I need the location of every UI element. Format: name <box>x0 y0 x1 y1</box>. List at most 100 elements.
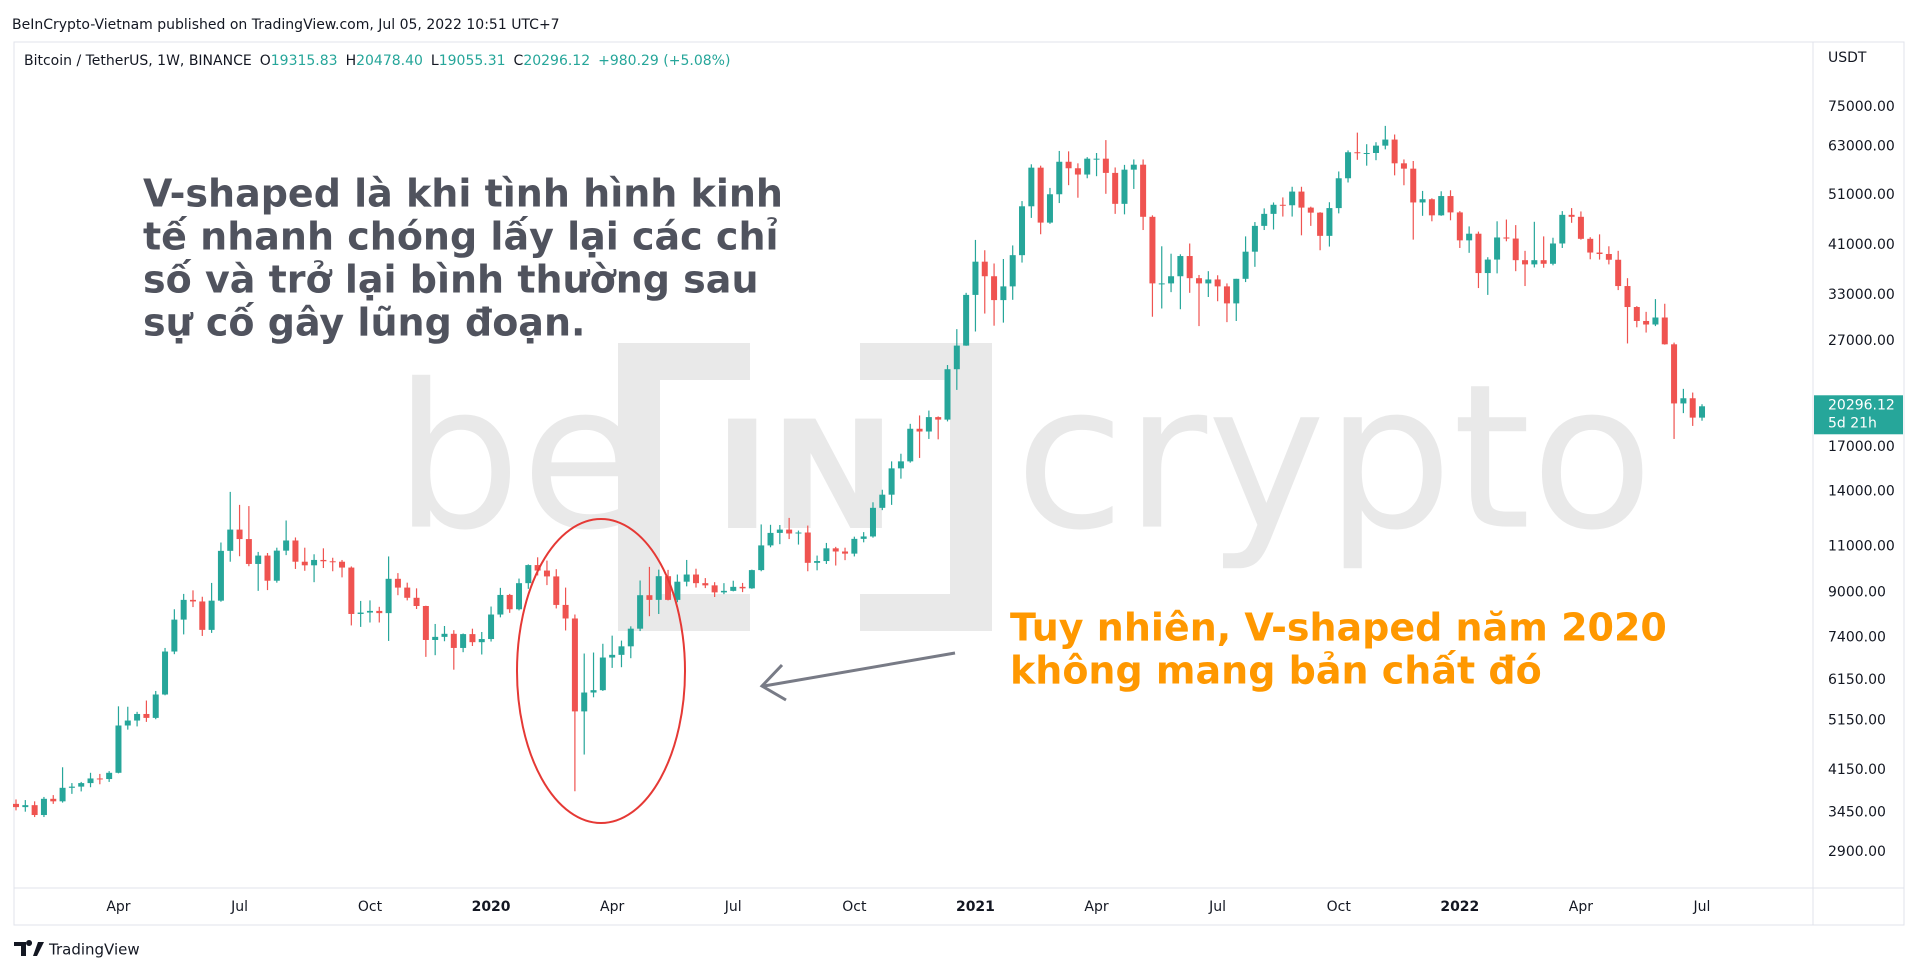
candle-body <box>1112 172 1119 204</box>
candle-body <box>1186 256 1193 279</box>
candle-body <box>78 783 85 787</box>
legend-part: 20296.12 <box>523 53 590 69</box>
candle-body <box>981 261 988 277</box>
watermark-brackets <box>618 343 992 631</box>
candle-body <box>1382 139 1389 146</box>
candle-body <box>1671 344 1678 404</box>
candle-body <box>571 618 578 712</box>
candle-body <box>1019 206 1026 256</box>
candle-body <box>730 586 737 591</box>
annotation-text: Tuy nhiên, V-shaped năm 2020 <box>1010 606 1667 650</box>
y-tick-label: 17000.00 <box>1828 439 1895 455</box>
candle-body <box>506 594 513 610</box>
candle-body <box>1419 199 1426 203</box>
candle-body <box>525 565 532 584</box>
candle-body <box>627 628 634 647</box>
candle-body <box>925 417 932 432</box>
candle-body <box>534 565 541 571</box>
y-tick-label: 4150.00 <box>1828 762 1886 778</box>
candle-body <box>804 532 811 563</box>
candle-body <box>40 798 47 816</box>
candle-body <box>944 369 951 420</box>
candle-body <box>1400 163 1407 169</box>
x-tick-label: Apr <box>1569 899 1593 915</box>
candle-body <box>1372 145 1379 153</box>
candle-body <box>87 778 94 784</box>
y-tick-label: 9000.00 <box>1828 585 1886 601</box>
candle-body <box>1102 158 1109 173</box>
candle-body <box>311 559 318 566</box>
candle-body <box>618 646 625 655</box>
candle-body <box>320 559 327 562</box>
x-tick-label: Apr <box>1084 899 1108 915</box>
candle-body <box>1475 233 1482 274</box>
chart-legend: Bitcoin / TetherUS, 1W, BINANCE O19315.83… <box>24 53 730 69</box>
candle-body <box>1233 278 1240 304</box>
candle-body <box>1298 191 1305 208</box>
arrow <box>759 651 956 702</box>
candle-body <box>907 428 914 462</box>
candle-body <box>1484 259 1491 274</box>
candle-body <box>1205 279 1212 284</box>
x-tick-label: 2022 <box>1440 899 1479 915</box>
candle-body <box>1568 214 1575 217</box>
candle-body <box>106 772 113 780</box>
candle-body <box>488 614 495 640</box>
candle-body <box>1503 237 1510 239</box>
candle-body <box>255 555 262 564</box>
candle-body <box>115 725 122 773</box>
candle-body <box>1214 279 1221 287</box>
candle-body <box>1540 260 1547 264</box>
candle-body <box>1158 283 1165 285</box>
candle-body <box>1624 286 1631 308</box>
candle-body <box>1121 169 1128 204</box>
candle-body <box>1326 208 1333 236</box>
y-tick-label: 11000.00 <box>1828 539 1895 555</box>
annotation-text: tế nhanh chóng lấy lại các chỉ <box>143 215 779 259</box>
candle-body <box>422 606 429 640</box>
x-tick-label: Oct <box>842 899 867 915</box>
legend-part: +980.29 (+5.08%) <box>598 53 730 69</box>
candle-body <box>897 461 904 469</box>
candle-body <box>786 529 793 534</box>
candle-body <box>171 619 178 652</box>
candle-body <box>1391 139 1398 164</box>
candle-body <box>543 570 550 577</box>
candle-body <box>953 345 960 370</box>
candle-body <box>283 540 290 551</box>
candle-body <box>655 576 662 600</box>
candle-body <box>888 468 895 495</box>
candle-body <box>1456 212 1463 241</box>
candle-body <box>1643 320 1650 325</box>
x-tick-label: Apr <box>600 899 624 915</box>
candle-body <box>599 657 606 691</box>
candle-body <box>1028 167 1035 207</box>
annotation-text: sự cố gây lũng đoạn. <box>143 301 585 345</box>
candle-body <box>217 550 224 601</box>
candle-body <box>245 539 252 564</box>
candle-body <box>50 798 57 802</box>
candle-body <box>329 561 336 563</box>
x-tick-label: Apr <box>106 899 130 915</box>
candle-body <box>432 636 439 640</box>
y-tick-label: 27000.00 <box>1828 333 1895 349</box>
candle-body <box>450 633 457 648</box>
candle-body <box>301 561 308 566</box>
candle-body <box>1140 164 1147 217</box>
candle-body <box>1196 278 1203 284</box>
last-price-text: 20296.12 <box>1828 397 1895 413</box>
candle-body <box>478 639 485 643</box>
candle-body <box>1633 307 1640 321</box>
candle-body <box>31 805 38 816</box>
y-tick-label: 41000.00 <box>1828 237 1895 253</box>
x-tick-label: Jul <box>230 899 248 915</box>
candle-body <box>1317 212 1324 236</box>
candle-body <box>1577 216 1584 239</box>
candle-body <box>1531 260 1538 265</box>
y-tick-label: 33000.00 <box>1828 287 1895 303</box>
candle-body <box>1149 216 1156 284</box>
candle-body <box>357 612 364 614</box>
legend-part: 19055.31 <box>439 53 506 69</box>
candle-body <box>851 538 858 554</box>
candle-body <box>767 532 774 546</box>
